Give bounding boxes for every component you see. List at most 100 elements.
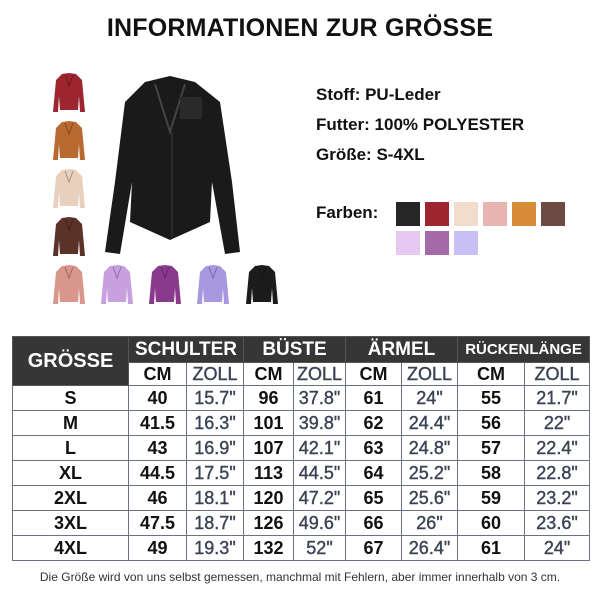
table-row: XL 44.5 17.5" 113 44.5" 64 25.2" 58 22.8" <box>12 460 591 486</box>
jacket-thumbnail <box>149 265 181 304</box>
colors-label: Farben: <box>316 203 379 222</box>
jacket-thumbnail <box>197 265 229 304</box>
lining-spec: Futter: 100% POLYESTER <box>316 115 525 134</box>
table-header-row: GRÖSSE SCHULTER BÜSTE ÄRMEL RÜCKENLÄNGE <box>12 336 591 386</box>
back-length-header: RÜCKENLÄNGE <box>457 336 591 363</box>
cm-cell: 62 <box>345 410 403 436</box>
color-swatch <box>541 202 565 226</box>
size-table: GRÖSSE SCHULTER BÜSTE ÄRMEL RÜCKENLÄNGE … <box>12 336 591 561</box>
zoll-cell: 49.6" <box>293 510 347 536</box>
color-swatch <box>483 202 507 226</box>
color-swatch <box>454 202 478 226</box>
table-row: S 40 15.7" 96 37.8" 61 24" 55 21.7" <box>12 385 591 411</box>
size-cell: L <box>12 435 129 461</box>
zoll-cell: 23.6" <box>524 510 591 536</box>
page-title: INFORMATIONEN ZUR GRÖSSE <box>106 14 494 42</box>
cm-cell: 63 <box>345 435 403 461</box>
color-swatch <box>425 202 449 226</box>
cm-cell: 126 <box>243 510 295 536</box>
zoll-cell: 52" <box>293 535 347 561</box>
color-swatch <box>454 231 478 255</box>
zoll-cell: 17.5" <box>185 460 245 486</box>
cm-cell: 96 <box>243 385 295 411</box>
jacket-thumbnail <box>53 217 85 256</box>
zoll-cell: 24.4" <box>401 410 459 436</box>
sleeve-header: ÄRMEL <box>345 336 459 363</box>
shoulder-header: SCHULTER <box>127 336 245 363</box>
cm-header: CM <box>128 362 187 386</box>
zoll-cell: 18.1" <box>185 485 245 511</box>
jacket-thumbnail <box>53 121 85 160</box>
cm-cell: 58 <box>457 460 526 486</box>
zoll-cell: 26.4" <box>401 535 459 561</box>
size-cell: 2XL <box>12 485 129 511</box>
zoll-header: ZOLL <box>524 362 591 386</box>
cm-cell: 120 <box>243 485 295 511</box>
cm-cell: 64 <box>345 460 403 486</box>
cm-cell: 66 <box>345 510 403 536</box>
table-row: L 43 16.9" 107 42.1" 63 24.8" 57 22.4" <box>12 435 591 461</box>
zoll-cell: 22.8" <box>524 460 591 486</box>
zoll-header: ZOLL <box>293 362 347 386</box>
cm-header: CM <box>345 362 403 386</box>
cm-cell: 49 <box>128 535 187 561</box>
cm-header: CM <box>243 362 295 386</box>
cm-cell: 132 <box>243 535 295 561</box>
size-cell: S <box>12 385 129 411</box>
cm-cell: 56 <box>457 410 526 436</box>
color-swatch <box>396 202 420 226</box>
jacket-main-image <box>105 76 240 254</box>
size-cell: M <box>12 410 129 436</box>
size-cell: XL <box>12 460 129 486</box>
size-cell: 4XL <box>12 535 129 561</box>
cm-cell: 44.5 <box>128 460 187 486</box>
size-header: GRÖSSE <box>12 336 129 386</box>
zoll-cell: 25.2" <box>401 460 459 486</box>
cm-cell: 61 <box>457 535 526 561</box>
table-row: 3XL 47.5 18.7" 126 49.6" 66 26" 60 23.6" <box>12 510 591 536</box>
zoll-cell: 26" <box>401 510 459 536</box>
cm-cell: 113 <box>243 460 295 486</box>
zoll-cell: 44.5" <box>293 460 347 486</box>
unit-header-row: CM ZOLL CM ZOLL CM ZOLL CM ZOLL <box>13 362 591 386</box>
cm-header: CM <box>457 362 526 386</box>
zoll-header: ZOLL <box>401 362 459 386</box>
zoll-cell: 24.8" <box>401 435 459 461</box>
zoll-cell: 24" <box>524 535 591 561</box>
bust-header: BÜSTE <box>243 336 347 363</box>
zoll-header: ZOLL <box>185 362 245 386</box>
cm-cell: 101 <box>243 410 295 436</box>
zoll-cell: 21.7" <box>524 385 591 411</box>
zoll-cell: 47.2" <box>293 485 347 511</box>
cm-cell: 40 <box>128 385 187 411</box>
cm-cell: 41.5 <box>128 410 187 436</box>
footnote: Die Größe wird von uns selbst gemessen, … <box>39 570 561 584</box>
zoll-cell: 23.2" <box>524 485 591 511</box>
jacket-thumbnail <box>101 265 133 304</box>
specs: Stoff: PU-Leder Futter: 100% POLYESTER G… <box>316 80 524 170</box>
cm-cell: 55 <box>457 385 526 411</box>
cm-cell: 59 <box>457 485 526 511</box>
zoll-cell: 25.6" <box>401 485 459 511</box>
size-cell: 3XL <box>12 510 129 536</box>
cm-cell: 61 <box>345 385 403 411</box>
cm-cell: 46 <box>128 485 187 511</box>
zoll-cell: 18.7" <box>185 510 245 536</box>
fabric-spec: Stoff: PU-Leder <box>316 85 441 104</box>
jacket-thumbnail <box>53 169 85 208</box>
cm-cell: 47.5 <box>128 510 187 536</box>
size-range-spec: Größe: S-4XL <box>316 145 425 164</box>
zoll-cell: 16.9" <box>185 435 245 461</box>
zoll-cell: 42.1" <box>293 435 347 461</box>
cm-cell: 65 <box>345 485 403 511</box>
jacket-thumbnail <box>246 265 278 304</box>
zoll-cell: 15.7" <box>185 385 245 411</box>
zoll-cell: 24" <box>401 385 459 411</box>
table-row: M 41.5 16.3" 101 39.8" 62 24.4" 56 22" <box>12 410 591 436</box>
cm-cell: 107 <box>243 435 295 461</box>
color-swatches <box>396 202 576 255</box>
zoll-cell: 22" <box>524 410 591 436</box>
table-row: 2XL 46 18.1" 120 47.2" 65 25.6" 59 23.2" <box>12 485 591 511</box>
zoll-cell: 39.8" <box>293 410 347 436</box>
jacket-thumbnail <box>53 265 85 304</box>
